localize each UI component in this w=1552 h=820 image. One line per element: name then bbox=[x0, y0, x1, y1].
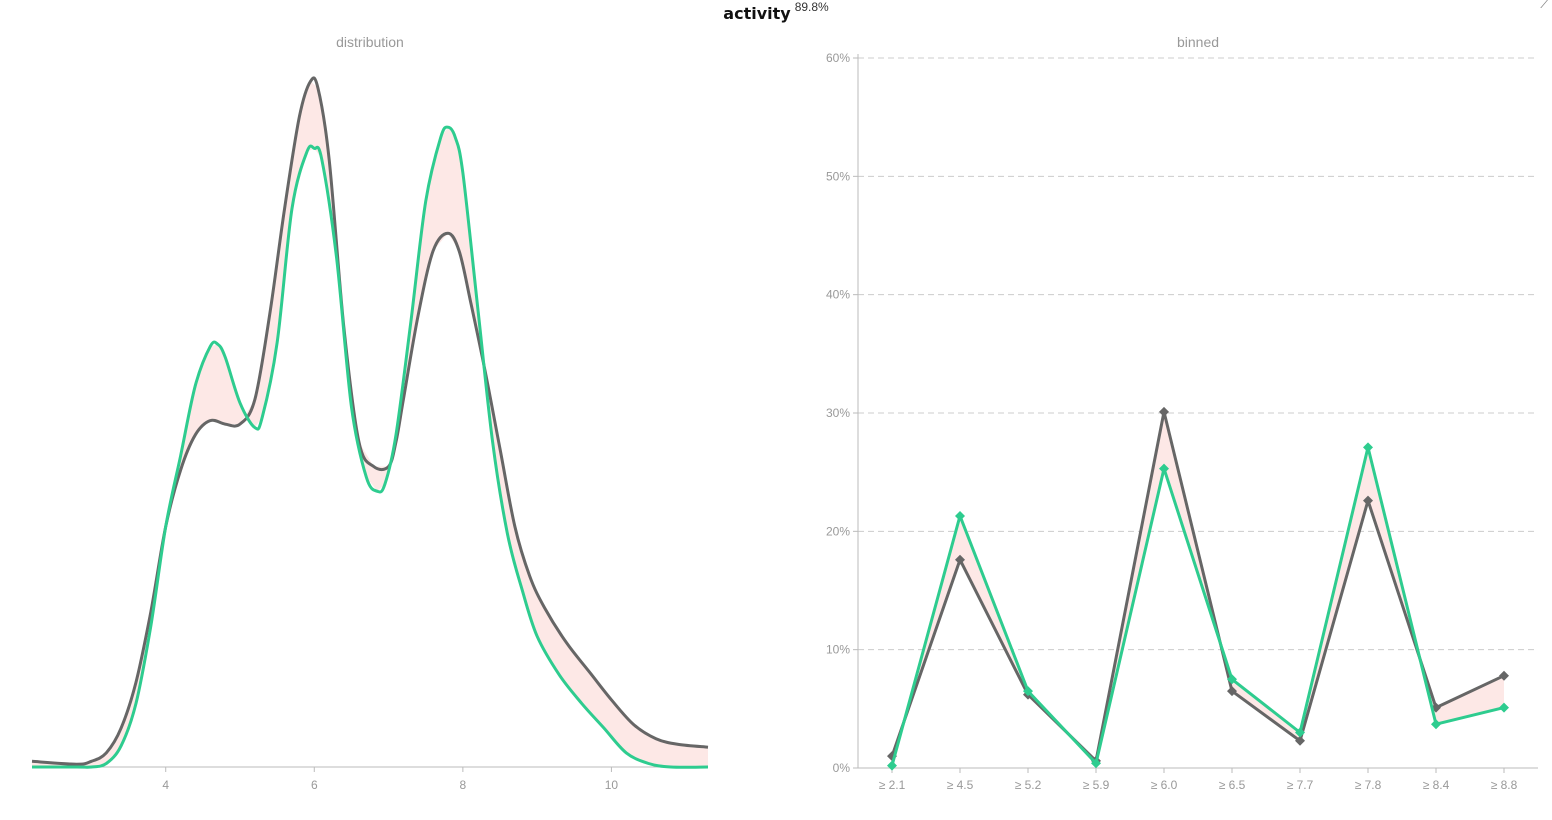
reference-point-marker bbox=[1159, 406, 1169, 417]
current-point-marker bbox=[887, 760, 897, 771]
reference-density-line bbox=[31, 76, 709, 766]
x-tick-label: ≥ 8.8 bbox=[1491, 778, 1518, 792]
x-tick-label: ≥ 7.7 bbox=[1287, 778, 1314, 792]
reference-point-marker bbox=[1499, 670, 1509, 681]
difference-band bbox=[32, 81, 708, 767]
current-point-marker bbox=[955, 510, 965, 521]
x-tick-label: ≥ 2.1 bbox=[879, 778, 906, 792]
x-tick-label: ≥ 5.9 bbox=[1083, 778, 1110, 792]
x-tick-label: ≥ 7.8 bbox=[1355, 778, 1382, 792]
current-point-marker bbox=[1159, 463, 1169, 474]
reference-binned-line bbox=[890, 410, 1505, 763]
current-point-marker bbox=[1091, 758, 1101, 769]
current-point-marker bbox=[1363, 442, 1373, 453]
y-tick-label: 20% bbox=[826, 524, 850, 538]
current-density-line bbox=[31, 125, 709, 769]
current-point-marker bbox=[1295, 727, 1305, 738]
reference-point-marker bbox=[1227, 686, 1237, 697]
feature-title: activity bbox=[723, 4, 791, 23]
binned-panel-title: binned bbox=[1176, 34, 1220, 50]
distribution-panel-title: distribution bbox=[336, 34, 404, 50]
reference-point-marker bbox=[1295, 735, 1305, 746]
y-tick-label: 60% bbox=[826, 51, 850, 65]
chart-header: activity 89.8% bbox=[0, 0, 1552, 23]
current-point-marker bbox=[1431, 719, 1441, 730]
binned-chart: 0% 10% 20% 30% 40% 50% 60% ≥ 2.1 ≥ 4.5 ≥ 5.2 ≥ 5.9… bbox=[826, 51, 1538, 792]
y-tick-label: 50% bbox=[826, 169, 850, 183]
reference-point-marker bbox=[955, 554, 965, 565]
current-point-marker bbox=[1023, 686, 1033, 697]
x-tick-label: 10 bbox=[605, 778, 619, 792]
y-tick-label: 10% bbox=[826, 643, 850, 657]
reference-point-marker bbox=[1363, 495, 1373, 506]
x-tick-label: ≥ 4.5 bbox=[947, 778, 974, 792]
x-tick-label: 6 bbox=[311, 778, 318, 792]
difference-band bbox=[892, 411, 1504, 766]
y-tick-label: 0% bbox=[833, 761, 851, 775]
x-tick-label: ≥ 6.5 bbox=[1219, 778, 1246, 792]
current-binned-line bbox=[890, 445, 1505, 766]
x-tick-label: 4 bbox=[162, 778, 169, 792]
x-tick-label: ≥ 5.2 bbox=[1015, 778, 1042, 792]
y-tick-label: 30% bbox=[826, 406, 850, 420]
current-point-marker bbox=[1227, 674, 1237, 685]
corner-diagonal-icon: ⟋ bbox=[1540, 0, 1550, 12]
y-tick-label: 40% bbox=[826, 288, 850, 302]
current-point-marker bbox=[1499, 702, 1509, 713]
x-tick-label: ≥ 6.0 bbox=[1151, 778, 1178, 792]
distribution-chart: 4 6 8 10 bbox=[31, 76, 709, 792]
x-tick-label: ≥ 8.4 bbox=[1423, 778, 1450, 792]
x-tick-label: 8 bbox=[460, 778, 467, 792]
match-score: 89.8% bbox=[794, 0, 829, 14]
